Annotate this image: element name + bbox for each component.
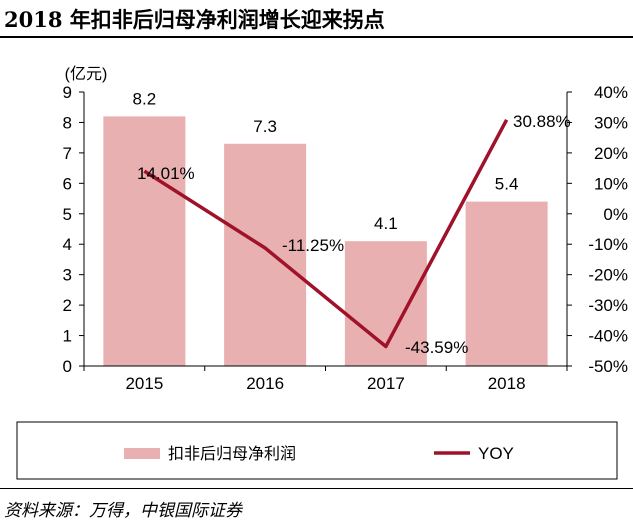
legend-label-line: YOY (478, 444, 514, 463)
x-tick-label-2017: 2017 (367, 374, 405, 393)
title-rule (0, 36, 633, 38)
bar-label-2018: 5.4 (495, 175, 519, 194)
yoy-label-2016: -11.25% (282, 236, 344, 255)
x-tick-label-2015: 2015 (125, 374, 163, 393)
right-tick-label: -50% (588, 357, 628, 376)
x-tick-label-2018: 2018 (488, 374, 526, 393)
right-tick-label: -20% (588, 266, 628, 285)
left-tick-label: 8 (63, 113, 72, 132)
right-tick-label: 40% (594, 83, 628, 102)
right-tick-label: -30% (588, 296, 628, 315)
left-tick-label: 6 (63, 174, 72, 193)
line-layer (143, 118, 509, 349)
left-tick-label: 3 (63, 266, 72, 285)
yoy-label-2015: 14.01% (137, 164, 195, 183)
left-tick-label: 4 (63, 235, 72, 254)
legend-label-bar: 扣非后归母净利润 (168, 445, 296, 463)
legend-box (16, 421, 618, 480)
left-tick-label: 1 (63, 327, 72, 346)
right-tick-label: -10% (588, 235, 628, 254)
bar-2018 (465, 201, 548, 366)
left-tick-label: 2 (63, 296, 72, 315)
x-tick-label-2016: 2016 (246, 374, 284, 393)
chart: 0 1 2 3 4 5 6 7 8 9(亿元) -50% -40% -30% -20% -10% 0% 10% 2… (16, 65, 628, 480)
yoy-label-2017: -43.59% (405, 338, 468, 357)
legend: 扣非后归母净利润 YOY (16, 421, 618, 480)
yoy-line (143, 118, 509, 349)
legend-swatch-bar (124, 448, 160, 459)
source-note: 资料来源：万得，中银国际证券 (4, 501, 242, 521)
axes-layer: 0 1 2 3 4 5 6 7 8 9(亿元) -50% -40% -30% -20% -10% 0% 10% 2… (63, 65, 628, 393)
chart-title: 2018 年扣非后归母净利润增长迎来拐点 (4, 7, 385, 32)
right-tick-label: 20% (594, 144, 628, 163)
bar-2015 (103, 116, 186, 366)
bar-label-2016: 7.3 (253, 117, 277, 136)
source-rule (0, 488, 633, 489)
left-tick-label: 7 (63, 144, 72, 163)
left-tick-label: 5 (63, 205, 72, 224)
bar-label-2017: 4.1 (374, 214, 398, 233)
bar-2016 (224, 143, 307, 366)
left-tick-label: 9 (63, 83, 72, 102)
left-axis-unit: (亿元) (65, 65, 108, 83)
left-tick-label: 0 (63, 357, 72, 376)
labels-layer: 8.2 7.3 4.1 5.4 14.01% -11.25% -43.59% 30.88% (133, 89, 571, 357)
right-tick-label: -40% (588, 327, 628, 346)
right-tick-label: 10% (594, 174, 628, 193)
right-tick-label: 0% (603, 205, 628, 224)
yoy-label-2018: 30.88% (513, 112, 571, 131)
bar-label-2015: 8.2 (133, 89, 157, 108)
right-tick-label: 30% (594, 113, 628, 132)
